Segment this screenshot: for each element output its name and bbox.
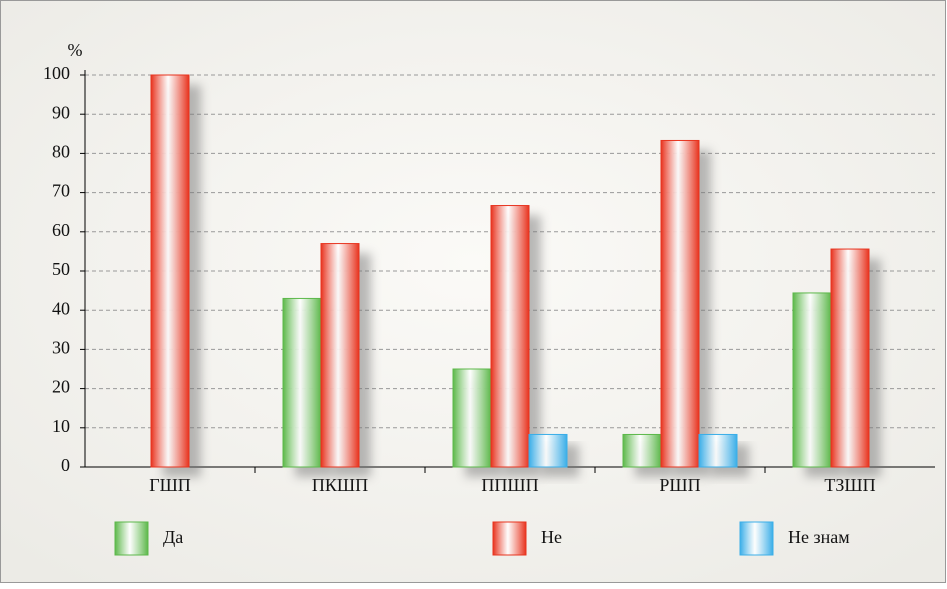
y-tick-label: 0 bbox=[61, 455, 70, 475]
bar bbox=[792, 292, 832, 468]
y-tick-label: 70 bbox=[52, 181, 70, 201]
x-tick-label: ТЗШП bbox=[824, 475, 875, 495]
legend-swatch bbox=[492, 521, 527, 556]
legend-label: Не знам bbox=[788, 527, 850, 547]
bar bbox=[320, 243, 360, 468]
y-tick-label: 60 bbox=[52, 220, 70, 240]
y-tick-label: 40 bbox=[52, 298, 70, 318]
y-axis-label: % bbox=[68, 40, 83, 60]
y-tick-label: 10 bbox=[52, 416, 70, 436]
legend-label: Не bbox=[541, 527, 562, 547]
bar bbox=[282, 297, 322, 468]
bar bbox=[490, 205, 530, 468]
legend-label: Да bbox=[163, 527, 183, 547]
y-tick-label: 20 bbox=[52, 377, 70, 397]
x-tick-label: ППШП bbox=[481, 475, 538, 495]
y-tick-label: 50 bbox=[52, 259, 70, 279]
legend-swatch bbox=[739, 521, 774, 556]
bar bbox=[150, 74, 190, 468]
x-tick-label: РШП bbox=[659, 475, 700, 495]
x-tick-label: ГШП bbox=[149, 475, 191, 495]
bar bbox=[452, 368, 492, 468]
y-tick-label: 30 bbox=[52, 338, 70, 358]
y-tick-label: 90 bbox=[52, 102, 70, 122]
y-tick-label: 100 bbox=[43, 63, 70, 83]
bar bbox=[660, 139, 700, 468]
x-tick-label: ПКШП bbox=[312, 475, 368, 495]
bar bbox=[830, 248, 870, 468]
y-tick-label: 80 bbox=[52, 142, 70, 162]
legend-swatch bbox=[114, 521, 149, 556]
bar bbox=[622, 433, 662, 468]
bar bbox=[698, 433, 738, 468]
bar bbox=[528, 433, 568, 468]
